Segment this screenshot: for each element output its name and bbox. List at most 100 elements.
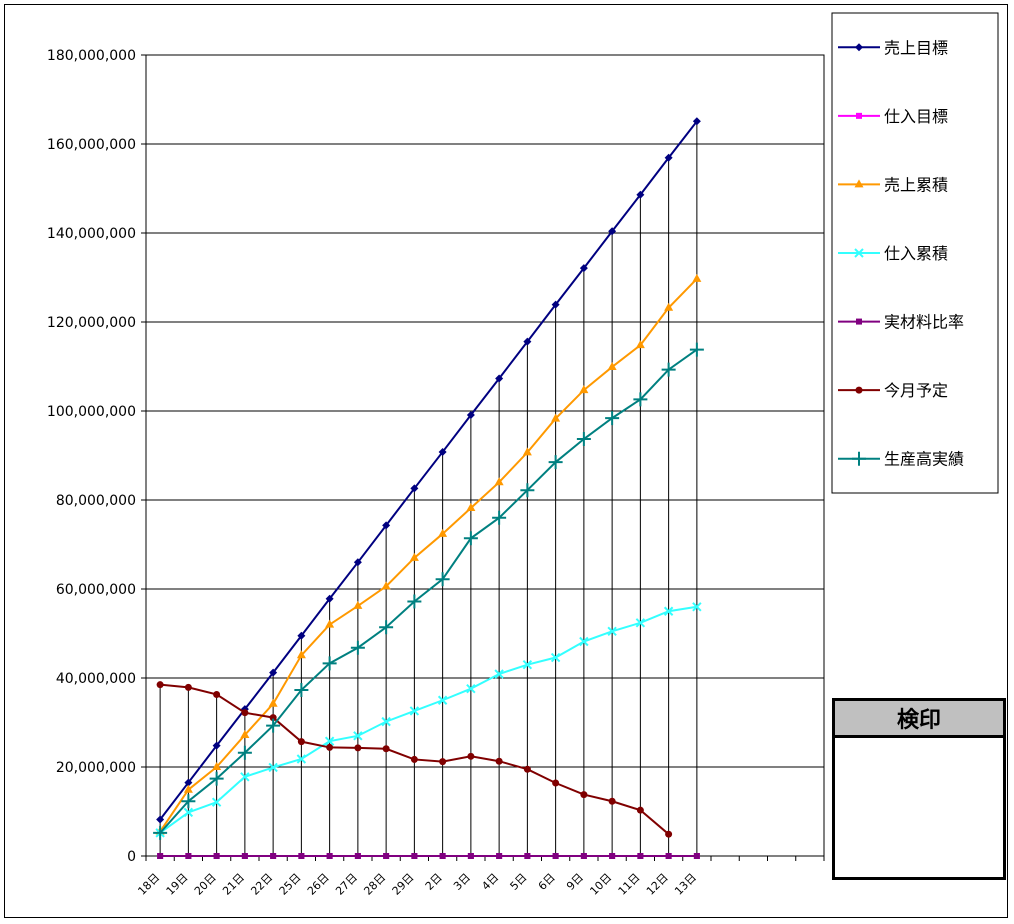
data-point xyxy=(185,853,192,859)
data-point xyxy=(268,698,278,707)
data-point xyxy=(579,385,589,394)
data-point xyxy=(411,853,418,859)
data-point xyxy=(635,340,645,349)
data-point xyxy=(579,636,589,647)
data-point xyxy=(156,681,164,689)
series-line xyxy=(159,348,698,834)
data-point xyxy=(523,765,531,773)
data-point xyxy=(153,825,168,840)
data-point xyxy=(550,652,561,663)
data-point xyxy=(693,853,700,859)
data-point xyxy=(322,656,337,671)
data-point xyxy=(156,815,165,824)
data-point xyxy=(520,483,535,498)
data-point xyxy=(213,853,220,859)
data-point xyxy=(522,447,532,456)
data-point xyxy=(494,477,504,486)
data-point xyxy=(435,572,450,587)
data-point xyxy=(496,853,503,859)
data-point xyxy=(209,771,224,786)
data-point xyxy=(181,794,196,809)
data-point xyxy=(298,853,305,859)
data-point xyxy=(353,731,363,741)
data-point xyxy=(382,745,390,753)
data-point xyxy=(665,830,673,838)
legend-label: 仕入累積 xyxy=(884,244,948,263)
data-point xyxy=(326,743,334,751)
data-point xyxy=(548,455,563,470)
data-point xyxy=(692,117,701,126)
stamp-box: 検印 xyxy=(832,698,1006,880)
data-point xyxy=(495,374,504,383)
legend-marker xyxy=(854,248,864,258)
data-point xyxy=(379,620,394,635)
x-tick-label: 5日 xyxy=(508,871,530,893)
data-point xyxy=(409,706,420,716)
data-point xyxy=(466,411,475,420)
data-point xyxy=(492,510,507,525)
data-point xyxy=(438,528,448,537)
plot-area xyxy=(145,54,825,857)
legend-marker xyxy=(855,43,863,52)
data-point xyxy=(576,432,591,447)
series-line xyxy=(159,278,698,833)
y-tick-label: 140,000,000 xyxy=(47,226,136,242)
data-point xyxy=(381,581,391,590)
data-point xyxy=(241,853,248,859)
data-point xyxy=(661,362,676,377)
legend-label: 実材料比率 xyxy=(884,313,964,332)
x-tick-label: 2日 xyxy=(423,871,445,893)
legend-label: 仕入目標 xyxy=(884,107,948,126)
data-point xyxy=(664,302,674,311)
data-point xyxy=(633,392,648,407)
legend-marker xyxy=(855,386,863,394)
data-point xyxy=(212,762,222,770)
y-tick-label: 180,000,000 xyxy=(47,48,136,64)
data-point xyxy=(663,606,674,616)
y-tick-label: 160,000,000 xyxy=(47,137,136,153)
x-tick-label: 20日 xyxy=(192,871,219,898)
data-point xyxy=(211,797,222,807)
data-point xyxy=(522,659,533,670)
data-point xyxy=(439,853,446,859)
data-point xyxy=(183,807,194,818)
data-point xyxy=(381,716,391,727)
data-point xyxy=(665,853,672,859)
data-point xyxy=(325,594,334,603)
data-point xyxy=(183,784,193,793)
data-point xyxy=(523,337,532,346)
x-tick-label: 26日 xyxy=(305,871,332,898)
data-point xyxy=(297,631,306,640)
x-tick-label: 21日 xyxy=(220,871,247,898)
x-tick-label: 19日 xyxy=(164,871,191,898)
series-line xyxy=(159,605,698,834)
y-tick-label: 80,000,000 xyxy=(56,493,136,509)
data-point xyxy=(551,300,560,309)
legend-label: 生産高実績 xyxy=(884,450,964,469)
data-point xyxy=(580,853,587,859)
stamp-area xyxy=(835,738,1003,877)
x-tick-label: 28日 xyxy=(361,871,388,898)
data-point xyxy=(409,552,419,561)
data-point xyxy=(439,758,447,766)
data-point xyxy=(269,668,278,677)
data-point xyxy=(437,695,448,705)
x-tick-label: 3日 xyxy=(451,871,473,893)
data-point xyxy=(407,594,422,609)
y-tick-label: 60,000,000 xyxy=(56,582,136,598)
data-point xyxy=(296,650,306,659)
legend-label: 今月予定 xyxy=(884,381,948,400)
data-point xyxy=(692,602,702,612)
x-tick-label: 18日 xyxy=(135,871,162,898)
data-point xyxy=(241,709,249,717)
legend-label: 売上目標 xyxy=(884,38,948,57)
data-point xyxy=(637,853,644,859)
x-tick-label: 22日 xyxy=(248,871,275,898)
data-point xyxy=(269,714,277,722)
data-point xyxy=(212,741,221,750)
data-point xyxy=(552,779,560,787)
data-point xyxy=(635,618,646,628)
x-tick-label: 13日 xyxy=(672,871,699,898)
data-point xyxy=(266,718,281,733)
